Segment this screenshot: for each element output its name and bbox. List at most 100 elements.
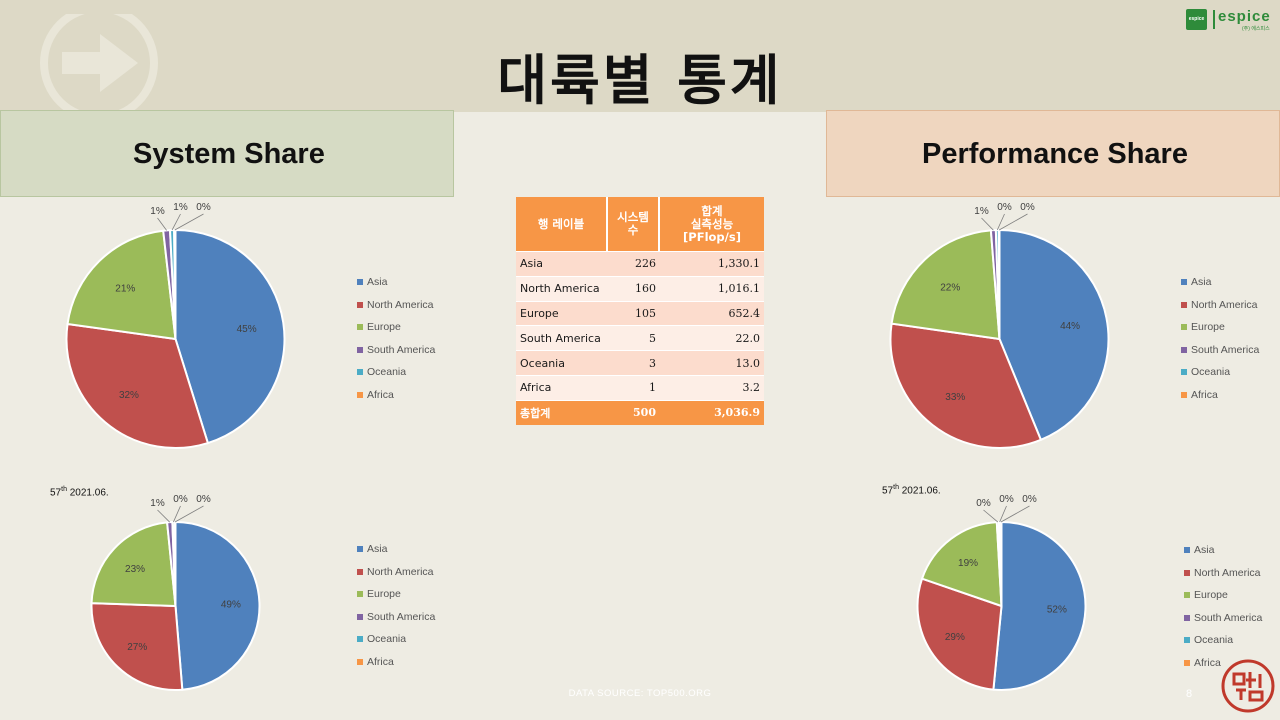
legend-label: Europe bbox=[1194, 589, 1228, 602]
brand-name: espice bbox=[1218, 8, 1271, 25]
legend-swatch bbox=[357, 391, 363, 398]
pie-data-label: 27% bbox=[127, 642, 147, 653]
data-source-note: DATA SOURCE: TOP500.ORG bbox=[568, 688, 712, 699]
legend-swatch bbox=[1184, 592, 1190, 599]
legend-swatch bbox=[357, 636, 363, 643]
legend-item: Europe bbox=[1184, 584, 1262, 607]
performance-share-57th-pie: 52% 29% 19% 0% 0% 0% bbox=[916, 494, 1087, 691]
leader-line bbox=[157, 509, 171, 523]
legend-label: Africa bbox=[1191, 388, 1218, 401]
legend-swatch bbox=[1181, 324, 1187, 331]
brand-divider bbox=[1213, 10, 1215, 29]
legend-item: Asia bbox=[1184, 539, 1262, 562]
row-label: Africa bbox=[516, 374, 608, 400]
seal-stamp-icon bbox=[1221, 659, 1275, 713]
legend-item: South America bbox=[1184, 607, 1262, 630]
legend-label: Asia bbox=[1194, 544, 1215, 557]
row-performance: 22.0 bbox=[660, 325, 764, 351]
legend-label: Asia bbox=[367, 543, 388, 556]
performance-share-band bbox=[826, 110, 1280, 197]
legend-swatch bbox=[1184, 637, 1190, 644]
legend-label: Oceania bbox=[1194, 634, 1234, 647]
system-share-57th-legend: Asia North America Europe South America Ocea… bbox=[357, 538, 435, 673]
legend-swatch bbox=[357, 324, 363, 331]
performance-share-57th-legend: Asia North America Europe South America Ocea… bbox=[1184, 539, 1262, 674]
total-performance: 3,036.9 bbox=[660, 399, 764, 425]
row-systems: 5 bbox=[608, 325, 660, 351]
legend-item: Africa bbox=[1181, 384, 1259, 407]
system-share-57th-pie: 49% 27% 23% 1% 0% 0% bbox=[90, 494, 261, 691]
system-share-legend: Asia North America Europe South America Ocea… bbox=[357, 271, 435, 406]
legend-item: South America bbox=[1181, 339, 1259, 362]
pie-data-label: 19% bbox=[958, 558, 978, 569]
page-title: 대륙별 통계 bbox=[497, 49, 783, 112]
pie-data-label: 32% bbox=[119, 390, 139, 401]
pie-data-label: 1% bbox=[974, 206, 989, 217]
performance-share-current-pie: 44% 33% 22% 1% 0% 0% bbox=[889, 202, 1110, 449]
legend-swatch bbox=[1184, 614, 1190, 621]
pie-slice-north-america bbox=[889, 322, 1043, 449]
pie-slice-africa bbox=[999, 520, 1003, 607]
legend-swatch bbox=[357, 301, 363, 308]
legend-swatch bbox=[357, 546, 363, 553]
pie-slice-europe bbox=[890, 229, 1001, 341]
pie-data-label: 0% bbox=[1022, 494, 1037, 505]
row-performance: 1,330.1 bbox=[660, 251, 764, 276]
table-row: North America 160 1,016.1 bbox=[516, 275, 764, 301]
pie-slice-north-america bbox=[90, 602, 184, 691]
legend-label: South America bbox=[1194, 611, 1263, 624]
pie-data-label: 0% bbox=[196, 494, 211, 505]
brand-logo: espice espice (주) 에스피스 bbox=[1186, 8, 1276, 32]
pie-data-label: 22% bbox=[940, 283, 960, 294]
legend-item: South America bbox=[357, 606, 435, 629]
legend-swatch bbox=[357, 658, 363, 665]
table-row: Europe 105 652.4 bbox=[516, 300, 764, 326]
pie-data-label: 0% bbox=[173, 494, 188, 505]
legend-label: Asia bbox=[367, 276, 388, 289]
pie-data-label: 0% bbox=[976, 498, 991, 509]
legend-swatch bbox=[1184, 569, 1190, 576]
legend-swatch bbox=[1184, 547, 1190, 554]
pie-data-label: 33% bbox=[945, 392, 965, 403]
leader-line bbox=[998, 213, 1028, 231]
row-label: Asia bbox=[516, 251, 608, 276]
legend-label: South America bbox=[367, 343, 436, 356]
page-number: 8 bbox=[1186, 688, 1193, 700]
pie-slice-europe bbox=[90, 521, 177, 608]
pie-slice-africa bbox=[997, 228, 1001, 340]
pie-data-label: 0% bbox=[999, 494, 1014, 505]
total-label: 총합계 bbox=[516, 399, 608, 425]
legend-item: Africa bbox=[357, 651, 435, 674]
legend-label: Oceania bbox=[367, 366, 407, 379]
legend-label: Europe bbox=[1191, 321, 1225, 334]
legend-swatch bbox=[1181, 279, 1187, 286]
pie-slice-asia bbox=[998, 228, 1110, 442]
edition-ordinal-suffix: th bbox=[61, 486, 67, 493]
leader-line bbox=[983, 509, 999, 523]
table-row: Africa 1 3.2 bbox=[516, 374, 764, 400]
legend-swatch bbox=[1181, 301, 1187, 308]
legend-label: Europe bbox=[367, 588, 401, 601]
edition-date: 2021.06. bbox=[901, 485, 941, 497]
header-performance-total: 합계 실측성능 [PFlop/s] bbox=[660, 197, 764, 251]
pie-data-label: 49% bbox=[221, 600, 241, 611]
legend-item: Asia bbox=[357, 271, 435, 294]
table-total-row: 총합계 500 3,036.9 bbox=[516, 399, 764, 425]
table-row: Asia 226 1,330.1 bbox=[516, 251, 764, 276]
pie-data-label: 44% bbox=[1060, 321, 1080, 332]
pie-data-label: 0% bbox=[997, 202, 1012, 213]
legend-item: Oceania bbox=[1181, 361, 1259, 384]
pie-slice-north-america bbox=[916, 577, 1003, 691]
legend-label: Oceania bbox=[367, 633, 407, 646]
header-row-label: 행 레이블 bbox=[516, 197, 608, 251]
leader-line bbox=[1000, 505, 1030, 523]
total-systems: 500 bbox=[608, 399, 660, 425]
legend-item: South America bbox=[357, 339, 435, 362]
leader-line bbox=[174, 213, 204, 231]
legend-item: Oceania bbox=[357, 361, 435, 384]
legend-label: North America bbox=[367, 565, 434, 578]
pie-data-label: 1% bbox=[173, 202, 188, 213]
edition-label-left: 57th 2021.06. bbox=[50, 486, 109, 498]
arrow-logo-icon bbox=[40, 14, 158, 112]
leader-line bbox=[981, 217, 994, 231]
